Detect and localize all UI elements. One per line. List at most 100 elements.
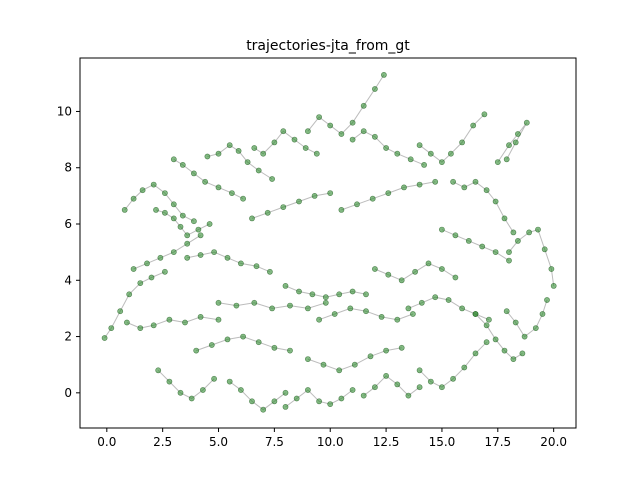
data-point-0-3 xyxy=(126,291,133,298)
y-tick-label-4: 8 xyxy=(64,161,72,175)
data-point-19-1 xyxy=(137,325,144,331)
data-point-6-4 xyxy=(349,119,356,126)
data-point-29-5 xyxy=(383,347,389,354)
data-point-8-2 xyxy=(438,159,445,165)
data-point-2-1 xyxy=(161,209,168,216)
data-point-19-6 xyxy=(215,316,222,323)
data-point-28-3 xyxy=(240,333,246,340)
y-tick-label-2: 4 xyxy=(64,273,72,287)
data-point-13-1 xyxy=(483,322,490,329)
data-point-17-0 xyxy=(226,378,233,385)
data-point-0-5 xyxy=(148,274,155,281)
data-point-27-5 xyxy=(327,190,334,196)
data-point-8-1 xyxy=(427,150,434,157)
data-point-31-2 xyxy=(157,254,164,261)
data-point-18-1 xyxy=(166,378,173,385)
data-point-7-1 xyxy=(360,128,367,135)
data-point-26-6 xyxy=(432,178,439,185)
trajectory-series-22 xyxy=(282,282,369,301)
data-point-11-1 xyxy=(515,237,521,244)
data-point-15-4 xyxy=(405,392,412,399)
data-point-3-3 xyxy=(202,178,208,185)
chart-title: trajectories-jta_from_gt xyxy=(246,38,410,54)
data-point-18-4 xyxy=(199,387,206,393)
data-point-30-1 xyxy=(452,232,459,239)
data-point-17-1 xyxy=(237,387,244,393)
data-point-12-3 xyxy=(532,325,539,331)
data-point-1-0 xyxy=(121,206,128,213)
data-point-21-3 xyxy=(269,305,275,312)
data-point-28-2 xyxy=(224,336,231,343)
trajectory-series-14 xyxy=(416,339,490,391)
data-point-27-1 xyxy=(264,209,271,216)
data-point-4-3 xyxy=(235,147,242,154)
data-point-25-1 xyxy=(418,299,425,306)
data-point-21-4 xyxy=(287,302,293,309)
trajectory-series-21 xyxy=(215,299,329,312)
data-point-6-7 xyxy=(380,72,387,78)
trajectory-series-10 xyxy=(494,119,530,165)
data-point-28-5 xyxy=(271,344,278,351)
data-point-25-0 xyxy=(405,305,412,312)
trajectory-series-7 xyxy=(349,128,427,168)
x-tick-label-7: 17.5 xyxy=(484,435,511,449)
data-point-16-5 xyxy=(338,395,345,402)
trajectory-series-26 xyxy=(338,178,439,213)
trajectory-series-31 xyxy=(130,232,204,272)
data-point-7-3 xyxy=(383,145,389,151)
data-point-25-5 xyxy=(472,311,479,317)
x-tick-label-6: 15.0 xyxy=(429,435,456,449)
trajectory-series-24 xyxy=(371,260,459,284)
data-point-24-0 xyxy=(371,266,378,272)
data-point-21-1 xyxy=(233,302,240,309)
data-point-9-5 xyxy=(501,215,508,222)
data-point-5-4 xyxy=(291,136,298,143)
data-point-21-6 xyxy=(322,299,329,306)
data-point-9-1 xyxy=(461,184,468,191)
data-point-20-0 xyxy=(184,254,191,261)
data-point-7-5 xyxy=(407,156,414,163)
data-point-29-1 xyxy=(320,361,327,368)
y-axis: 0 2 4 6 8 10 xyxy=(57,104,80,400)
data-point-31-5 xyxy=(197,232,204,239)
data-point-4-4 xyxy=(244,159,251,165)
data-point-12-1 xyxy=(512,319,519,326)
data-point-11-3 xyxy=(535,226,541,233)
data-point-30-2 xyxy=(465,237,472,244)
trajectory-series-3 xyxy=(170,156,246,202)
data-point-14-1 xyxy=(427,378,434,385)
data-point-31-0 xyxy=(130,266,137,272)
data-point-28-6 xyxy=(287,347,293,354)
data-point-1-6 xyxy=(179,212,186,219)
data-point-30-5 xyxy=(506,257,512,264)
data-point-25-6 xyxy=(485,316,492,323)
data-point-3-6 xyxy=(240,195,246,202)
data-point-14-4 xyxy=(461,364,468,371)
data-point-24-3 xyxy=(412,268,418,275)
trajectory-series-9 xyxy=(450,178,517,236)
data-point-4-0 xyxy=(204,153,211,160)
data-point-23-6 xyxy=(409,311,416,317)
data-point-11-6 xyxy=(550,282,557,289)
data-point-4-2 xyxy=(226,142,233,149)
data-point-14-0 xyxy=(416,367,423,374)
trajectory-line-10 xyxy=(497,122,528,163)
data-point-16-0 xyxy=(282,403,289,410)
data-point-19-3 xyxy=(166,316,173,323)
data-point-1-4 xyxy=(161,190,168,196)
data-point-25-3 xyxy=(445,297,452,303)
data-point-27-4 xyxy=(311,192,318,199)
data-point-13-5 xyxy=(519,350,526,357)
data-point-15-3 xyxy=(394,381,401,388)
data-point-22-3 xyxy=(322,294,329,301)
data-point-23-1 xyxy=(331,311,338,317)
trajectory-series-1 xyxy=(121,181,197,225)
data-point-8-5 xyxy=(470,122,477,129)
data-point-9-3 xyxy=(483,187,490,194)
trajectory-series-0 xyxy=(101,268,168,341)
data-point-7-2 xyxy=(371,133,378,140)
trajectory-series-30 xyxy=(438,226,512,264)
trajectory-series-15 xyxy=(360,372,423,399)
data-point-15-0 xyxy=(360,392,367,399)
data-point-2-5 xyxy=(195,226,202,233)
